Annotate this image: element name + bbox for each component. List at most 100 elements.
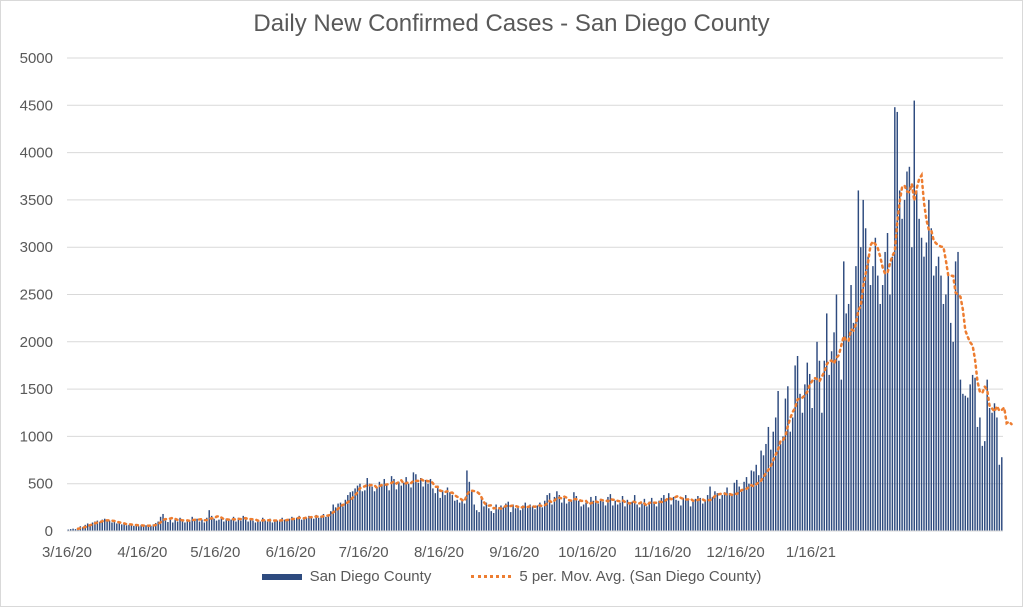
- case-bar: [765, 443, 767, 531]
- case-bar: [633, 495, 636, 531]
- case-bar: [648, 501, 650, 531]
- case-bar: [172, 522, 174, 531]
- case-bar: [310, 516, 313, 531]
- case-bar: [74, 529, 77, 531]
- case-bar: [288, 518, 291, 531]
- case-bar: [699, 497, 702, 531]
- case-bar: [378, 481, 381, 531]
- case-bar: [760, 450, 762, 531]
- case-bar: [116, 523, 118, 531]
- case-bar: [495, 504, 497, 531]
- case-bar: [390, 476, 393, 531]
- case-bar: [595, 495, 597, 531]
- y-tick-label: 0: [45, 523, 53, 540]
- case-bar: [266, 521, 269, 531]
- case-bar: [726, 487, 728, 531]
- case-bar: [743, 481, 745, 531]
- case-bar: [198, 521, 201, 531]
- case-bar: [72, 528, 74, 531]
- case-bar: [689, 506, 692, 531]
- case-bar: [954, 261, 957, 531]
- case-bar: [424, 479, 427, 531]
- case-bar: [551, 504, 553, 531]
- case-bar: [471, 491, 473, 531]
- case-bar: [145, 525, 147, 531]
- case-bar: [466, 470, 468, 531]
- case-bar: [719, 498, 721, 531]
- bar-series: [67, 100, 1003, 532]
- case-bar: [755, 464, 757, 531]
- case-bar: [456, 499, 458, 531]
- case-bar: [748, 483, 750, 531]
- case-bar: [261, 517, 264, 531]
- case-bar: [454, 500, 456, 531]
- case-bar: [356, 485, 359, 531]
- case-bar: [344, 499, 347, 531]
- case-bar: [828, 374, 830, 531]
- case-bar: [957, 251, 959, 531]
- moving-average-series: [76, 171, 1013, 531]
- case-bar: [536, 505, 539, 531]
- case-bar: [264, 520, 266, 531]
- case-bar: [135, 525, 138, 531]
- case-bar: [587, 507, 590, 531]
- case-bar: [223, 521, 225, 531]
- case-bar: [300, 519, 303, 531]
- case-bar: [862, 199, 864, 531]
- case-bar: [67, 529, 69, 531]
- case-bar: [505, 503, 507, 531]
- case-bar: [517, 506, 519, 531]
- case-bar: [169, 519, 172, 531]
- case-bar: [663, 495, 665, 531]
- case-bar: [731, 495, 733, 531]
- case-bar: [964, 395, 967, 531]
- case-bar: [813, 379, 816, 531]
- case-bar: [923, 256, 925, 531]
- case-bar: [111, 522, 113, 531]
- case-bar: [203, 522, 206, 531]
- case-bar: [400, 485, 403, 531]
- case-bar: [327, 514, 330, 531]
- case-bar: [179, 517, 181, 531]
- case-bar: [869, 285, 872, 531]
- x-tick-label: 5/16/20: [190, 544, 240, 561]
- moving-average-line: [76, 171, 1013, 531]
- case-bar: [451, 495, 454, 531]
- case-bar: [886, 233, 889, 531]
- case-bar: [915, 190, 918, 531]
- case-bar: [716, 493, 719, 531]
- case-bar: [757, 475, 760, 531]
- y-tick-label: 3000: [20, 239, 53, 256]
- case-bar: [237, 517, 240, 531]
- x-tick-label: 3/16/20: [42, 544, 92, 561]
- case-bar: [959, 379, 962, 531]
- case-bar: [580, 506, 582, 531]
- case-bar: [945, 294, 947, 531]
- case-bar: [308, 515, 310, 531]
- case-bar: [395, 489, 398, 531]
- case-bar: [745, 477, 748, 531]
- case-bar: [619, 502, 621, 531]
- case-bar: [563, 497, 565, 531]
- case-bar: [877, 275, 879, 531]
- case-bar: [638, 507, 641, 531]
- case-bar: [422, 486, 424, 531]
- case-bar: [860, 247, 862, 531]
- case-bar: [283, 519, 286, 531]
- case-bar: [539, 502, 541, 531]
- case-bar: [884, 251, 886, 531]
- case-bar: [514, 508, 517, 531]
- case-bar: [91, 522, 94, 531]
- case-bar: [646, 506, 648, 531]
- case-bar: [89, 524, 91, 531]
- case-bar: [361, 491, 364, 531]
- case-bar: [903, 199, 906, 531]
- case-bar: [432, 488, 434, 531]
- case-bar: [449, 492, 451, 531]
- case-bar: [313, 518, 315, 531]
- case-bar: [257, 519, 259, 531]
- case-bar: [614, 500, 616, 531]
- x-tick-label: 11/16/20: [634, 544, 691, 561]
- legend-item-cases: San Diego County: [261, 568, 431, 585]
- case-bar: [626, 499, 629, 531]
